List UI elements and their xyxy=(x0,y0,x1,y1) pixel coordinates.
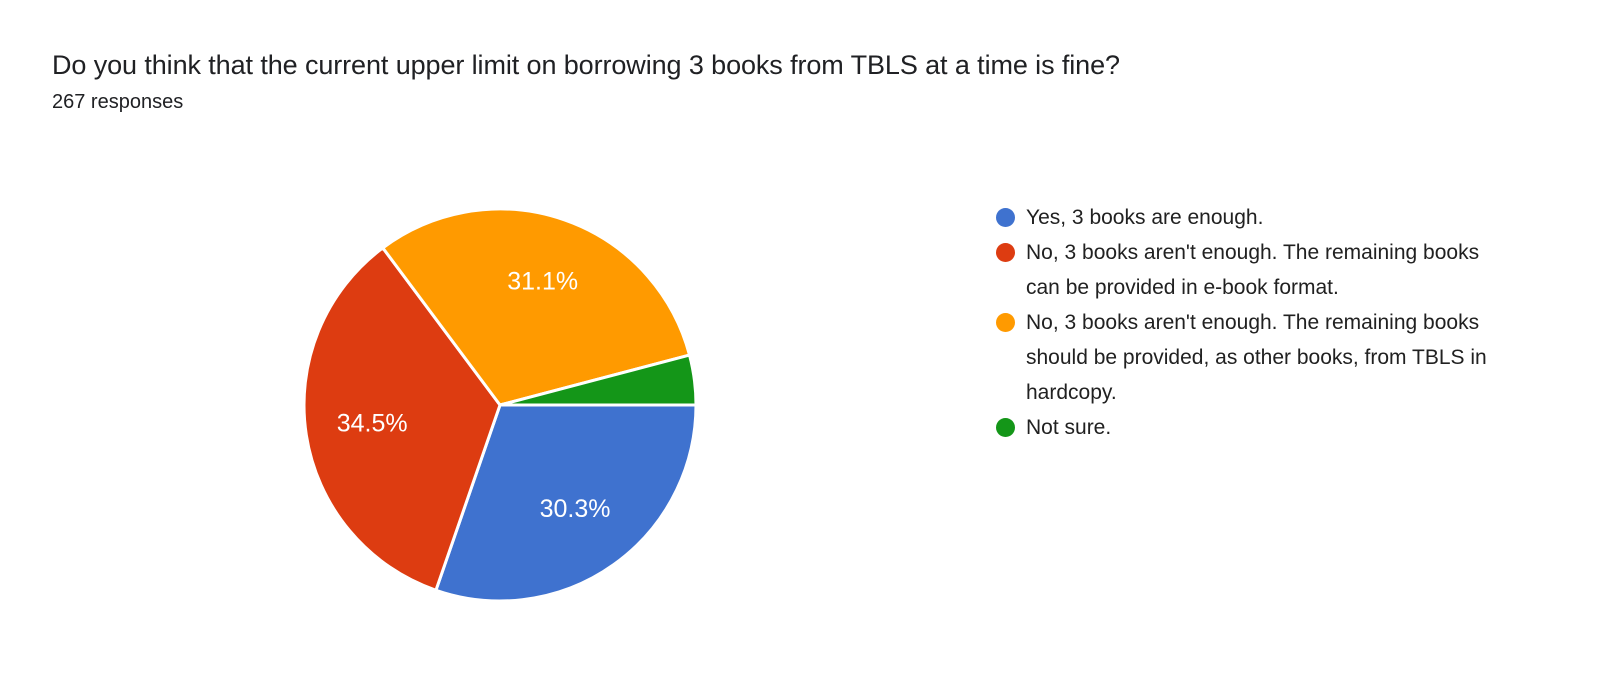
legend-item-yes[interactable]: Yes, 3 books are enough. xyxy=(996,200,1516,235)
circle-icon xyxy=(996,208,1015,227)
legend-item-no-ebook[interactable]: No, 3 books aren't enough. The remaining… xyxy=(996,235,1516,305)
pie-slice[interactable] xyxy=(434,403,698,603)
pie-chart: 30.3% 34.5% 31.1% xyxy=(302,207,698,603)
plot-area: 30.3% 34.5% 31.1% Yes, 3 books are enough.… xyxy=(0,150,1600,673)
legend-item-label: Yes, 3 books are enough. xyxy=(1026,206,1264,229)
chart-legend: Yes, 3 books are enough. No, 3 books are… xyxy=(996,200,1516,445)
circle-icon xyxy=(996,313,1015,332)
pie-slice[interactable] xyxy=(498,353,698,407)
response-count-label: 267 responses xyxy=(52,91,184,113)
legend-item-no-hardcopy[interactable]: No, 3 books aren't enough. The remaining… xyxy=(996,305,1516,410)
pie-slice-percentage-label: 31.1% xyxy=(507,267,578,295)
pie-slice-percentage-label: 34.5% xyxy=(337,409,408,437)
legend-item-label: No, 3 books aren't enough. The remaining… xyxy=(1026,241,1480,299)
page-title: Do you think that the current upper limi… xyxy=(52,50,1120,80)
legend-item-label: No, 3 books aren't enough. The remaining… xyxy=(1026,311,1487,404)
pie-slice-labels-group: 30.3% 34.5% 31.1% xyxy=(337,267,611,522)
pie-slice[interactable] xyxy=(302,246,502,592)
pie-slice[interactable] xyxy=(381,207,692,407)
circle-icon xyxy=(996,243,1015,262)
pie-slices-group xyxy=(302,207,698,603)
pie-slice-percentage-label: 30.3% xyxy=(540,495,611,523)
legend-item-label: Not sure. xyxy=(1026,416,1112,439)
circle-icon xyxy=(996,418,1015,437)
legend-item-not-sure[interactable]: Not sure. xyxy=(996,410,1516,445)
chart-header: Do you think that the current upper limi… xyxy=(52,48,1532,115)
